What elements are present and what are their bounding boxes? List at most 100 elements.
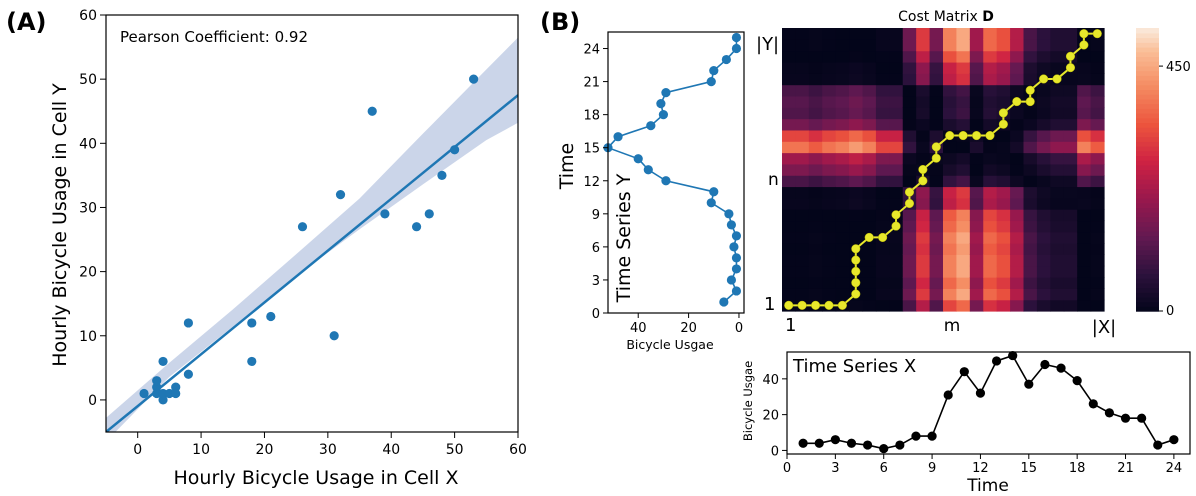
heatmap-cell (1050, 220, 1065, 233)
heatmap-cell (1050, 61, 1065, 74)
warp-path-point (1012, 97, 1022, 107)
colorbar-segment (1136, 75, 1159, 81)
heatmap-cell (983, 231, 998, 244)
colorbar-segment (1136, 230, 1159, 237)
heatmap-cell (875, 73, 890, 86)
series-x-point (959, 367, 969, 377)
heatmap-cell (889, 231, 904, 244)
series-x-point (943, 390, 953, 400)
warp-path-point (1025, 85, 1035, 95)
heatmap-cell (956, 299, 971, 312)
heatmap-cell (808, 265, 823, 278)
heatmap-cell (889, 50, 904, 63)
cost-matrix-title: Cost Matrix D (898, 9, 994, 25)
heatmap-cell (1077, 209, 1092, 222)
series-x-point (1008, 350, 1018, 361)
heatmap-cell (1010, 299, 1025, 312)
heatmap-cell (956, 118, 971, 131)
heatmap-cell (1090, 39, 1105, 52)
heatmap-cell (1050, 265, 1065, 278)
heatmap-cell (835, 95, 850, 108)
series-x-point (879, 444, 889, 454)
heatmap-cell (849, 39, 864, 52)
heatmap-cell (1077, 265, 1092, 278)
heatmap-cell (889, 107, 904, 120)
heatmap-cell (1010, 84, 1025, 97)
series-x-point (1169, 435, 1179, 445)
series-x-x-axis-label: Time (966, 476, 1009, 496)
series-y-frame (607, 31, 745, 314)
heatmap-cell (1023, 129, 1038, 142)
series-x-point (1088, 399, 1098, 409)
heatmap-cell (862, 163, 877, 176)
heatmap-cell (862, 288, 877, 301)
series-y-point (661, 176, 671, 186)
warp-path-point (851, 289, 861, 299)
warp-path-point (851, 278, 861, 288)
series-x-legend-label: Time Series X (792, 356, 916, 377)
scatter-point (335, 190, 346, 200)
heatmap-cell (902, 163, 917, 176)
series-y-chart: 40 20 0 0 3 6 9 12 15 18 21 24 Bicycle Usgae Time … (556, 31, 745, 352)
heatmap-cell (943, 50, 958, 63)
heatmap-cell (969, 61, 984, 74)
colorbar-segment (1136, 216, 1159, 223)
scatter-point (152, 382, 162, 392)
colorbar-segment (1136, 127, 1159, 133)
heatmap-cell (1077, 299, 1092, 312)
heatmap-cell (849, 73, 864, 86)
heatmap-cell (916, 107, 931, 120)
heatmap-cell (1023, 28, 1038, 40)
heatmap-cell (902, 141, 917, 154)
scatter-point (411, 222, 422, 232)
heatmap-cell (1010, 73, 1025, 86)
heatmap-cell (875, 141, 890, 154)
x-tick-label: 0 (735, 321, 743, 336)
colorbar-segment (1136, 197, 1159, 204)
heatmap-cell (822, 141, 837, 154)
heatmap-cell (916, 61, 931, 74)
heatmap-cell (943, 265, 958, 278)
heatmap-cell (1077, 84, 1092, 97)
heatmap-cell (875, 243, 890, 255)
heatmap-cell (956, 107, 971, 120)
heatmap-cell (1010, 129, 1025, 142)
colorbar-segment (1136, 51, 1159, 57)
series-y-point (724, 209, 734, 219)
heatmap-cell (929, 299, 944, 312)
heatmap-cell (956, 175, 971, 188)
heatmap-cell (889, 277, 904, 289)
series-x-point (1072, 376, 1082, 386)
heatmap-cell (983, 288, 998, 301)
heatmap-cell (956, 186, 971, 199)
heatmap-cell (849, 95, 864, 108)
heatmap-cell (875, 118, 890, 131)
heatmap-cell (902, 265, 917, 278)
heatmap-cell (1063, 220, 1078, 233)
series-y-point (633, 154, 643, 164)
heatmap-cell (875, 265, 890, 278)
scatter-point (247, 318, 257, 328)
heatmap-cell (808, 141, 823, 154)
heatmap-cell (782, 175, 797, 188)
regression-line (106, 94, 518, 432)
scatter-point (424, 209, 434, 219)
heatmap-cell (1036, 175, 1051, 188)
warp-path-point (945, 130, 955, 141)
heatmap-cell (862, 73, 877, 86)
heatmap-cell (1077, 277, 1092, 289)
heatmap-cell (795, 50, 810, 63)
heatmap-cell (795, 265, 810, 278)
heatmap-cell (862, 28, 877, 40)
y-tick-label: 3 (592, 274, 600, 289)
heatmap-cell (1010, 152, 1025, 165)
heatmap-cell (835, 243, 850, 255)
heatmap-cell (782, 277, 797, 289)
heatmap-cell (969, 220, 984, 233)
heatmap-cell (996, 61, 1011, 74)
heatmap-cell (956, 254, 971, 267)
heatmap-cell (996, 95, 1011, 108)
heatmap-cell (822, 28, 837, 40)
matrix-x-mid-label: m (944, 316, 961, 336)
heatmap-cell (956, 243, 971, 255)
